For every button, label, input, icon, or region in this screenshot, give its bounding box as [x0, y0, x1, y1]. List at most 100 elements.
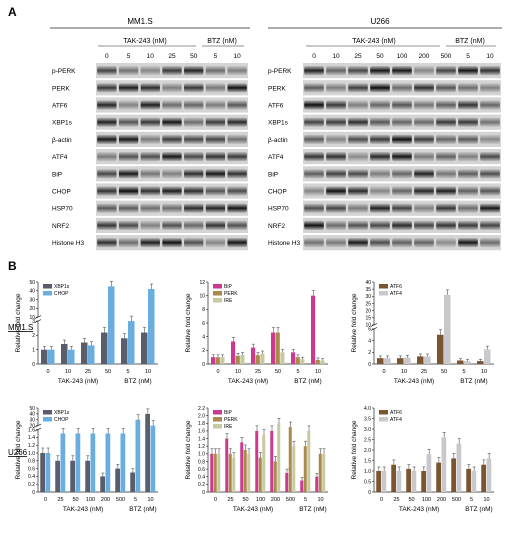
blot-band	[97, 134, 117, 144]
y-tick-label: 0.8	[28, 459, 35, 465]
blot-row-label: PERK	[268, 85, 286, 92]
y-tick-label: 50	[29, 280, 35, 286]
blot-band	[348, 117, 368, 127]
lane-dose-label: 5	[214, 53, 218, 60]
blot-band	[392, 66, 412, 76]
x-tick-label: 0	[216, 369, 219, 375]
y-tick-label: 0.5	[364, 479, 371, 485]
blot-band	[205, 83, 226, 93]
blot-band	[162, 152, 182, 162]
western-blot-right: 0 10 25 50 100 200 500 5 10 p-PERK PERK ATF6 XBP1s β-…	[268, 53, 501, 251]
bar-bip	[311, 295, 316, 364]
blot-band	[348, 186, 368, 196]
bar-perk	[255, 355, 260, 364]
blot-band	[140, 83, 160, 93]
y-axis-title: Relative fold change	[351, 420, 358, 479]
bar-perk	[258, 457, 262, 492]
x-tick-label: 5	[134, 497, 137, 503]
bar-bip	[240, 442, 244, 492]
x-group-label-btz: BTZ (nM)	[465, 506, 492, 513]
blot-band	[326, 100, 346, 110]
bar-chop	[108, 286, 115, 364]
blot-band	[458, 186, 478, 196]
legend-swatch	[379, 284, 388, 289]
y-tick-label: 3.0	[364, 427, 371, 433]
blot-band	[184, 152, 204, 162]
x-tick-label: 10	[481, 369, 487, 375]
blot-band	[205, 134, 226, 144]
bar-atf6	[466, 468, 471, 492]
bar-perk	[295, 357, 300, 364]
blot-band	[184, 169, 204, 179]
blot-band	[304, 220, 324, 230]
bar-xbp1s	[130, 472, 135, 492]
bar-atf6	[477, 361, 484, 364]
y-tick-label: 1.0	[28, 451, 35, 457]
bar-ire	[247, 453, 251, 492]
blot-right-drug1: TAK-243 (nM)	[352, 38, 395, 45]
lane-dose-label: 10	[332, 53, 340, 60]
legend-label: IRE	[224, 298, 233, 304]
blot-band	[480, 238, 500, 248]
blot-row-label: NRF2	[268, 223, 285, 230]
bar-bip	[255, 430, 259, 492]
y-tick-label: 0.2	[198, 482, 205, 488]
y-tick-label: 1.8	[198, 421, 205, 427]
blot-band	[326, 134, 346, 144]
legend-swatch	[43, 284, 52, 289]
blot-band	[162, 186, 182, 196]
blot-row-label: ATF6	[52, 103, 68, 110]
blot-band	[162, 117, 182, 127]
bar-atf4	[424, 356, 431, 364]
x-tick-label: 50	[72, 497, 78, 503]
lane-dose-label: 0	[105, 53, 109, 60]
y-tick-label: 0	[368, 362, 371, 368]
blot-row-label: HSP70	[268, 206, 289, 213]
x-group-label-tak243: TAK-243 (nM)	[58, 378, 98, 385]
bar-ire	[307, 430, 311, 492]
blot-band	[392, 117, 412, 127]
x-group-label-tak243: TAK-243 (nM)	[394, 378, 434, 385]
blot-band	[97, 117, 117, 127]
bar-atf4	[384, 358, 391, 364]
bar-bip	[315, 476, 319, 492]
blot-band	[184, 117, 204, 127]
bar-bip	[285, 472, 289, 492]
bar-xbp1s	[41, 349, 48, 364]
legend-swatch	[379, 410, 388, 415]
bar-chop	[88, 345, 95, 364]
blot-band	[205, 117, 226, 127]
bar-atf6	[377, 358, 384, 364]
bar-atf4	[471, 471, 477, 492]
legend-swatch	[43, 410, 52, 415]
y-tick-label: 10	[29, 315, 35, 321]
blot-band	[304, 100, 324, 110]
blot-band	[436, 186, 456, 196]
blot-band	[348, 220, 368, 230]
x-group-label-btz: BTZ (nM)	[129, 506, 156, 513]
blot-band	[348, 83, 368, 93]
bar-chop	[150, 425, 156, 492]
blot-band	[140, 169, 160, 179]
y-tick-label: 2	[202, 348, 205, 354]
y-tick-label: 1	[32, 348, 35, 354]
blot-band	[392, 152, 412, 162]
bar-atf4	[411, 471, 417, 492]
blot-band	[205, 100, 226, 110]
blot-band	[414, 220, 434, 230]
blot-band	[140, 238, 160, 248]
blot-band	[227, 169, 247, 179]
blot-band	[205, 238, 226, 248]
legend-swatch	[213, 291, 222, 296]
legend-label: ATF6	[390, 410, 402, 416]
y-tick-label: 1.5	[364, 458, 371, 464]
blot-row-label: β-actin	[268, 137, 288, 144]
bar-atf4	[441, 437, 447, 492]
blot-band	[162, 238, 182, 248]
blot-band	[118, 66, 139, 76]
bar-chop	[135, 419, 141, 492]
chart-u266-atf6-atf4: 0 0.5 1.0 1.5 2.0 2.5 3.0 3.5 4.0 Relative fold c…	[351, 406, 494, 513]
blot-band	[392, 186, 412, 196]
blot-band	[414, 203, 434, 213]
bar-chop	[90, 433, 96, 492]
